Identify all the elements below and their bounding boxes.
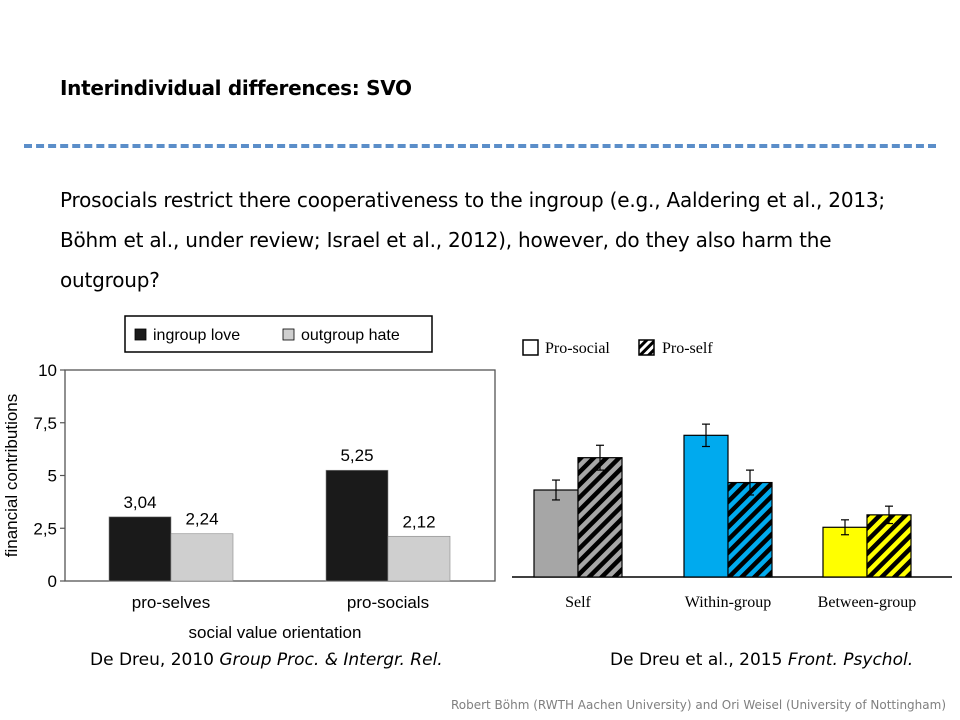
legend-swatch-pro-self xyxy=(638,339,655,356)
legend-box xyxy=(124,315,433,353)
data-label: 2,12 xyxy=(402,512,435,531)
y-tick-label: 2,5 xyxy=(33,519,57,538)
bar-Self-pro-social xyxy=(533,489,579,578)
caption-left-italic: Group Proc. & Intergr. Rel. xyxy=(219,650,443,670)
caption-right-plain: De Dreu et al., 2015 xyxy=(610,650,788,670)
data-label: 5,25 xyxy=(340,446,373,465)
y-tick-label: 5 xyxy=(48,467,57,486)
chart-svo-conditions: Pro-social Pro-self Self Within-group Betwee… xyxy=(512,339,952,611)
legend-label-pro-self: Pro-self xyxy=(662,340,713,357)
legend-label-pro-social: Pro-social xyxy=(545,340,610,357)
x-category-label: Between-group xyxy=(818,594,917,611)
legend-swatch-outgroup-hate xyxy=(282,328,295,341)
x-axis-label: social value orientation xyxy=(189,623,362,642)
bar-pro-selves-outgroup-hate xyxy=(170,533,234,582)
x-category-label: Self xyxy=(565,594,591,611)
slide-footer: Robert Böhm (RWTH Aachen University) and… xyxy=(450,698,946,712)
y-axis-label: financial contributions xyxy=(2,394,21,557)
bar-Self-pro-self xyxy=(577,457,623,578)
caption-right: De Dreu et al., 2015 Front. Psychol. xyxy=(610,650,913,670)
y-tick-label: 10 xyxy=(38,361,57,380)
legend-swatch-ingroup-love xyxy=(134,328,147,341)
caption-left: De Dreu, 2010 Group Proc. & Intergr. Rel… xyxy=(90,650,443,670)
y-tick-label: 0 xyxy=(48,572,57,591)
x-category-label: Within-group xyxy=(685,594,771,611)
legend-label-outgroup-hate: outgroup hate xyxy=(301,327,400,344)
data-label: 3,04 xyxy=(123,493,156,512)
bar-Between-group-pro-self xyxy=(866,514,912,578)
chart-ingroup-outgroup: ingroup love outgroup hate 0 2,5 5 7,5 10 3,04 2… xyxy=(2,315,496,642)
bar-pro-socials-outgroup-hate xyxy=(387,535,451,582)
slide-title: Interindividual differences: SVO xyxy=(60,76,412,100)
caption-left-plain: De Dreu, 2010 xyxy=(90,650,220,670)
bar-Within-group-pro-social xyxy=(683,434,729,578)
bar-Within-group-pro-self xyxy=(727,481,773,578)
x-category-label: pro-socials xyxy=(347,593,429,612)
data-label: 2,24 xyxy=(185,510,218,529)
caption-right-italic: Front. Psychol. xyxy=(787,650,914,670)
x-category-label: pro-selves xyxy=(132,593,210,612)
legend-swatch-pro-social xyxy=(522,339,539,356)
bar-pro-socials-ingroup-love xyxy=(325,469,389,582)
legend-label-ingroup-love: ingroup love xyxy=(153,327,240,344)
title-divider xyxy=(24,144,936,148)
bar-pro-selves-ingroup-love xyxy=(108,516,172,582)
body-text: Prosocials restrict there cooperativenes… xyxy=(60,188,885,292)
y-tick-label: 7,5 xyxy=(33,414,57,433)
